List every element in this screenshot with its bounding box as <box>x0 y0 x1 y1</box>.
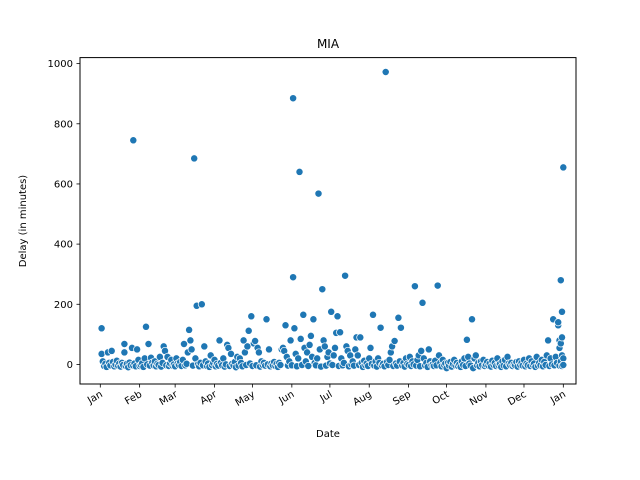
data-point <box>303 348 312 357</box>
data-point <box>296 334 305 343</box>
data-point <box>251 337 260 345</box>
data-point <box>129 136 138 145</box>
data-point <box>289 273 298 282</box>
data-point <box>327 307 336 316</box>
data-point <box>107 346 116 355</box>
data-point <box>418 298 427 307</box>
data-point <box>320 342 329 351</box>
data-point <box>289 94 298 103</box>
data-point <box>462 335 471 344</box>
data-point <box>433 281 442 290</box>
y-tick-label: 600 <box>54 179 73 190</box>
data-point <box>276 361 285 369</box>
y-tick-label: 1000 <box>48 59 73 70</box>
data-point <box>120 348 129 357</box>
data-point <box>262 315 271 324</box>
chart-title: MIA <box>317 37 340 51</box>
data-point <box>142 322 150 331</box>
data-point <box>314 189 323 198</box>
data-point <box>254 348 263 357</box>
data-point <box>394 313 403 322</box>
data-point <box>468 315 476 324</box>
data-point <box>559 361 568 369</box>
data-point <box>133 345 142 354</box>
y-tick-label: 200 <box>54 300 73 311</box>
data-point <box>329 351 338 360</box>
data-point <box>558 333 566 342</box>
data-point <box>305 340 314 349</box>
data-point <box>424 345 433 354</box>
data-points <box>97 68 568 373</box>
data-point <box>376 323 385 332</box>
data-point <box>294 354 303 363</box>
data-point <box>381 68 390 76</box>
x-axis-label: Date <box>316 429 340 440</box>
data-point <box>309 315 318 324</box>
data-point <box>227 349 235 358</box>
data-point <box>353 351 362 360</box>
data-point <box>120 340 129 348</box>
data-point <box>190 154 199 163</box>
y-tick-label: 0 <box>67 360 73 371</box>
data-point <box>318 285 327 294</box>
data-point <box>180 340 188 348</box>
data-point <box>244 326 253 335</box>
data-point <box>331 343 339 352</box>
data-point <box>200 342 209 351</box>
data-point <box>341 271 350 280</box>
data-point <box>410 282 419 291</box>
data-point <box>186 336 195 345</box>
data-point <box>144 340 153 348</box>
data-point <box>304 362 313 370</box>
data-point <box>544 336 553 345</box>
y-axis-label: Delay (in minutes) <box>18 175 29 268</box>
data-point <box>247 312 256 321</box>
data-point <box>396 323 405 332</box>
data-point <box>559 163 568 172</box>
data-point <box>336 328 345 337</box>
data-point <box>333 312 342 321</box>
data-point <box>281 321 290 330</box>
data-point <box>471 351 480 360</box>
data-point <box>215 336 224 345</box>
data-point <box>328 361 337 369</box>
data-point <box>243 342 252 351</box>
data-point <box>265 345 273 354</box>
data-point <box>559 354 568 363</box>
data-point <box>187 345 196 354</box>
y-tick-label: 400 <box>54 240 73 251</box>
data-point <box>306 331 315 340</box>
plot-frame <box>79 57 577 385</box>
data-point <box>185 325 194 334</box>
data-point <box>556 276 565 285</box>
data-point <box>369 310 377 319</box>
data-point <box>385 355 394 364</box>
data-point <box>239 336 248 345</box>
data-point <box>390 337 399 345</box>
data-point <box>97 324 106 333</box>
data-point <box>417 346 426 355</box>
data-point <box>313 354 322 363</box>
y-axis: 0 200 400 600 800 1000 <box>48 59 80 371</box>
y-tick-label: 800 <box>54 119 73 130</box>
data-point <box>554 318 563 327</box>
data-point <box>295 167 304 176</box>
data-point <box>299 310 308 319</box>
data-point <box>558 307 566 316</box>
data-point <box>290 324 299 333</box>
data-point <box>197 300 206 309</box>
data-point <box>286 336 295 345</box>
data-point <box>366 343 375 352</box>
data-point <box>356 333 365 342</box>
